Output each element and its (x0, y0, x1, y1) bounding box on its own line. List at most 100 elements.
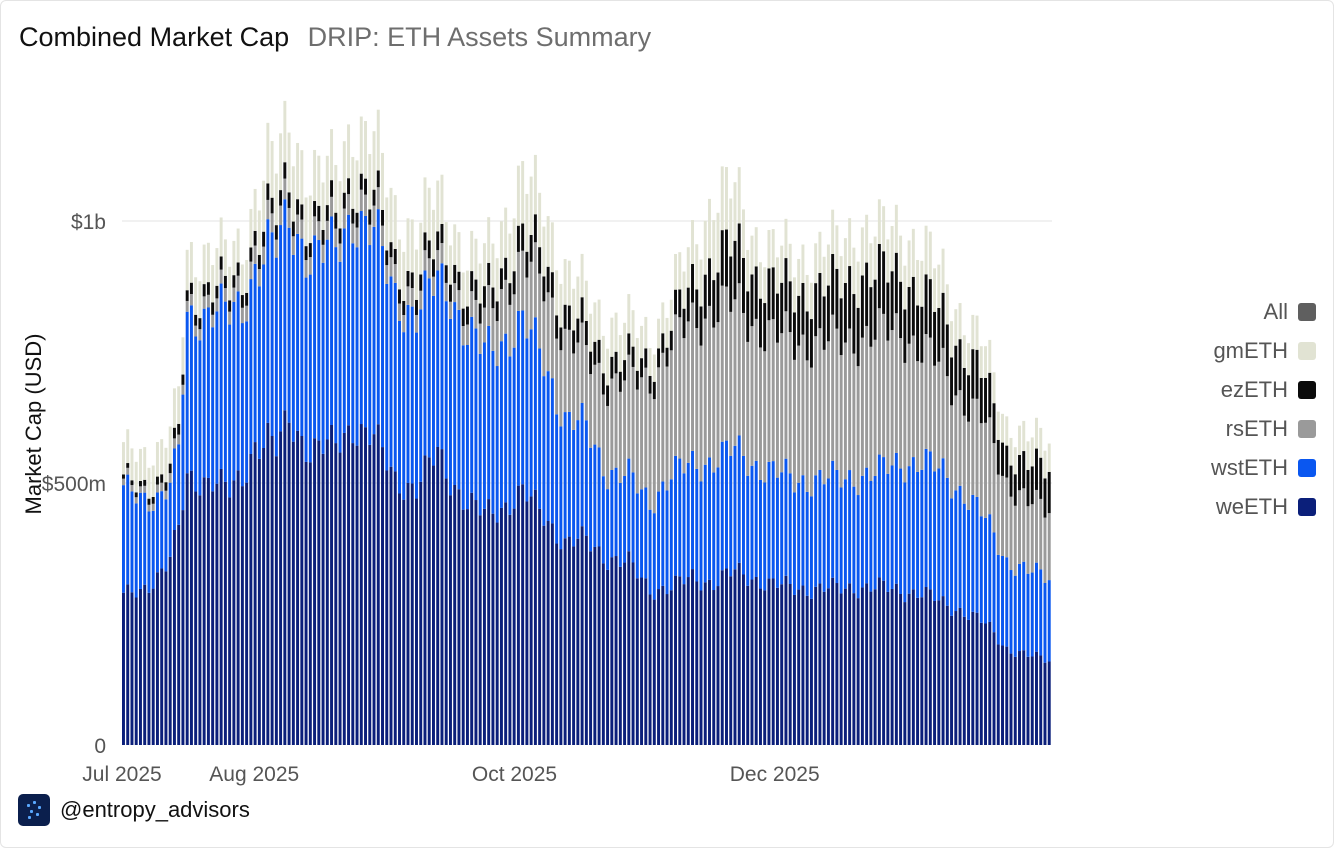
bar-segment-ezeth (321, 229, 325, 245)
bar-segment-gmeth (835, 225, 839, 269)
bar-segment-weeth (521, 484, 525, 745)
bar-segment-rseth (699, 345, 703, 482)
bar-segment-weeth (716, 586, 720, 745)
bar-segment-weeth (1013, 656, 1017, 745)
bar-segment-wsteth (831, 460, 835, 578)
bar-segment-rseth (283, 178, 287, 200)
bar-segment-wsteth (916, 471, 920, 598)
bar-segment-gmeth (257, 210, 261, 255)
bar-segment-gmeth (996, 411, 1000, 440)
bar-segment-ezeth (882, 251, 886, 314)
bar-segment-ezeth (453, 264, 457, 284)
bar-segment-wsteth (164, 499, 168, 572)
bar-segment-gmeth (890, 226, 894, 272)
bar-segment-weeth (381, 447, 384, 745)
bar-segment-wsteth (448, 318, 452, 496)
bar-segment-weeth (890, 588, 894, 745)
bar-segment-wsteth (351, 243, 355, 444)
bar-segment-rseth (223, 288, 227, 302)
bar-segment-weeth (831, 577, 835, 745)
bar-segment-rseth (593, 364, 597, 445)
bar-segment-gmeth (606, 348, 610, 386)
bar-segment-weeth (737, 562, 741, 745)
bar-segment-wsteth (708, 457, 711, 580)
bar-segment-weeth (525, 501, 529, 745)
bar-segment-wsteth (296, 233, 300, 431)
legend-item-all[interactable]: All (1211, 292, 1316, 331)
bar-segment-rseth (627, 354, 631, 459)
bar-segment-weeth (911, 589, 915, 745)
bar-segment-ezeth (848, 266, 852, 329)
bar-segment-wsteth (470, 316, 474, 493)
bar-segment-rseth (351, 223, 355, 244)
legend-swatch (1298, 497, 1316, 516)
legend-item-rseth[interactable]: rsETH (1211, 409, 1316, 448)
bar-segment-weeth (801, 585, 805, 745)
bar-segment-wsteth (576, 420, 580, 539)
bar-segment-weeth (635, 578, 639, 745)
bar-segment-weeth (788, 584, 792, 745)
bar-segment-wsteth (427, 278, 431, 458)
bar-segment-ezeth (304, 246, 308, 261)
bar-segment-weeth (597, 546, 601, 745)
bar-segment-gmeth (729, 198, 733, 257)
bar-segment-ezeth (1047, 471, 1051, 514)
bar-segment-rseth (839, 355, 843, 488)
bar-segment-ezeth (364, 178, 367, 195)
bar-segment-wsteth (355, 247, 359, 446)
bar-segment-wsteth (376, 209, 380, 425)
bar-segment-ezeth (606, 385, 610, 406)
bar-segment-gmeth (215, 248, 219, 286)
bar-segment-gmeth (436, 180, 440, 232)
bar-segment-gmeth (223, 239, 227, 276)
bar-segment-wsteth (423, 270, 427, 456)
bar-segment-ezeth (890, 271, 894, 331)
bar-segment-ezeth (368, 209, 372, 225)
bar-segment-weeth (869, 591, 873, 745)
bar-segment-ezeth (839, 298, 843, 356)
bar-segment-gmeth (300, 150, 304, 205)
bar-segment-weeth (822, 591, 826, 745)
bar-segment-wsteth (907, 466, 911, 594)
bar-segment-gmeth (359, 116, 363, 174)
bar-segment-rseth (920, 362, 924, 470)
bar-segment-wsteth (402, 332, 406, 500)
bar-segment-wsteth (440, 263, 444, 450)
bar-segment-rseth (495, 321, 499, 367)
bar-segment-rseth (194, 325, 198, 337)
bar-segment-wsteth (198, 340, 202, 496)
bar-segment-rseth (529, 261, 533, 330)
legend-item-wsteth[interactable]: wstETH (1211, 448, 1316, 487)
bar-segment-gmeth (903, 265, 907, 310)
bar-segment-gmeth (631, 310, 635, 347)
bar-segment-ezeth (814, 283, 818, 337)
legend-item-ezeth[interactable]: ezETH (1211, 370, 1316, 409)
bar-segment-gmeth (686, 247, 690, 288)
bar-segment-weeth (342, 432, 346, 745)
bar-segment-weeth (1030, 656, 1034, 745)
bar-segment-ezeth (546, 266, 550, 293)
bar-segment-ezeth (338, 228, 342, 244)
bar-segment-ezeth (555, 315, 559, 339)
bar-segment-wsteth (988, 514, 992, 622)
bar-segment-gmeth (933, 268, 937, 312)
bar-segment-rseth (160, 482, 164, 492)
bar-segment-rseth (1013, 505, 1017, 576)
legend-item-weeth[interactable]: weETH (1211, 487, 1316, 526)
bar-segment-rseth (461, 326, 465, 346)
bar-segment-weeth (487, 499, 491, 745)
bar-segment-wsteth (877, 454, 881, 578)
bar-segment-wsteth (869, 481, 873, 592)
bar-segment-ezeth (415, 299, 418, 315)
bar-segment-wsteth (814, 475, 818, 587)
bar-segment-rseth (291, 236, 295, 255)
legend-item-gmeth[interactable]: gmETH (1211, 331, 1316, 370)
bar-segment-gmeth (988, 339, 992, 373)
bar-segment-ezeth (1035, 448, 1038, 490)
bar-segment-wsteth (122, 485, 125, 593)
bar-segment-rseth (432, 276, 435, 296)
bar-segment-weeth (899, 593, 903, 745)
bar-segment-ezeth (661, 333, 665, 353)
bar-segment-wsteth (347, 214, 351, 426)
bar-segment-weeth (648, 594, 652, 745)
